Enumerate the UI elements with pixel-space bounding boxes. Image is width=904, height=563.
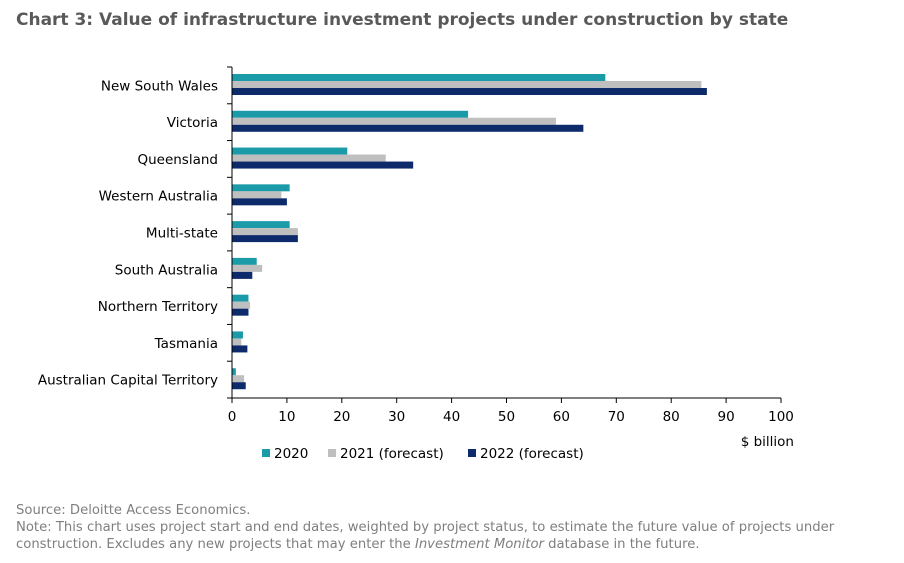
chart-title: Chart 3: Value of infrastructure investm…	[16, 10, 789, 30]
bar-multi-state-2022	[232, 235, 298, 243]
bar-south-australia-2021	[232, 264, 263, 272]
bar-northern-territory-2022	[232, 308, 249, 316]
bar-tasmania-2020	[232, 331, 243, 339]
legend-label: 2021 (forecast)	[340, 446, 444, 462]
legend-swatch-2021	[328, 449, 336, 457]
bar-chart: New South Wales Victoria Queensland Western…	[38, 66, 794, 462]
category-label: Victoria	[167, 115, 218, 131]
bar-victoria-2020	[232, 110, 469, 118]
bar-western-australia-2020	[232, 184, 290, 192]
note-line-2: construction. Excludes any new projects …	[16, 536, 896, 553]
x-axis-label: $ billion	[741, 434, 794, 450]
category-label: Queensland	[137, 152, 218, 168]
bar-australian-capital-territory-2022	[232, 382, 246, 390]
category-label: South Australia	[115, 262, 218, 278]
x-tick-label: 30	[388, 409, 405, 425]
bar-queensland-2022	[232, 161, 414, 169]
category-label: New South Wales	[101, 78, 218, 94]
note-line-2-italic: Investment Monitor	[414, 537, 544, 552]
bar-australian-capital-territory-2020	[232, 368, 236, 376]
note-line-2-post: database in the future.	[543, 537, 700, 552]
category-label: Western Australia	[99, 189, 218, 205]
bar-south-australia-2022	[232, 271, 253, 279]
note-line-2-pre: construction. Excludes any new projects …	[16, 537, 415, 552]
bar-western-australia-2022	[232, 198, 287, 206]
x-tick-label: 60	[553, 409, 570, 425]
category-label: Tasmania	[154, 336, 218, 352]
category-label: Australian Capital Territory	[38, 373, 218, 389]
category-label: Multi-state	[146, 226, 218, 242]
source-note: Source: Deloitte Access Economics.	[16, 503, 251, 518]
x-tick-label: 100	[768, 409, 794, 425]
bar-new-south-wales-2022	[232, 88, 707, 95]
bar-tasmania-2021	[232, 338, 242, 346]
bar-victoria-2022	[232, 124, 584, 132]
bar-tasmania-2022	[232, 345, 248, 353]
bar-queensland-2021	[232, 154, 386, 162]
bar-northern-territory-2020	[232, 294, 249, 302]
bar-new-south-wales-2021	[232, 81, 702, 88]
x-tick-label: 90	[718, 409, 735, 425]
bar-multi-state-2021	[232, 228, 298, 236]
x-tick-label: 0	[228, 409, 237, 425]
note-line-1: Note: This chart uses project start and …	[16, 520, 835, 535]
bar-australian-capital-territory-2021	[232, 375, 245, 383]
bar-south-australia-2020	[232, 257, 257, 265]
x-tick-label: 40	[443, 409, 460, 425]
x-tick-label: 20	[333, 409, 350, 425]
footer: Source: Deloitte Access Economics. Note:…	[16, 502, 896, 553]
bar-new-south-wales-2020	[232, 74, 606, 81]
legend-label: 2020	[274, 446, 308, 462]
legend-label: 2022 (forecast)	[480, 446, 584, 462]
bar-northern-territory-2021	[232, 301, 251, 309]
x-tick-label: 70	[608, 409, 625, 425]
bar-western-australia-2021	[232, 191, 282, 199]
x-tick-label: 50	[498, 409, 515, 425]
bar-multi-state-2020	[232, 221, 290, 229]
bar-queensland-2020	[232, 147, 348, 155]
legend-swatch-2020	[262, 449, 270, 457]
bar-victoria-2021	[232, 117, 556, 125]
x-tick-label: 80	[663, 409, 680, 425]
legend-swatch-2022	[468, 449, 476, 457]
category-label: Northern Territory	[98, 299, 218, 315]
x-tick-label: 10	[278, 409, 295, 425]
